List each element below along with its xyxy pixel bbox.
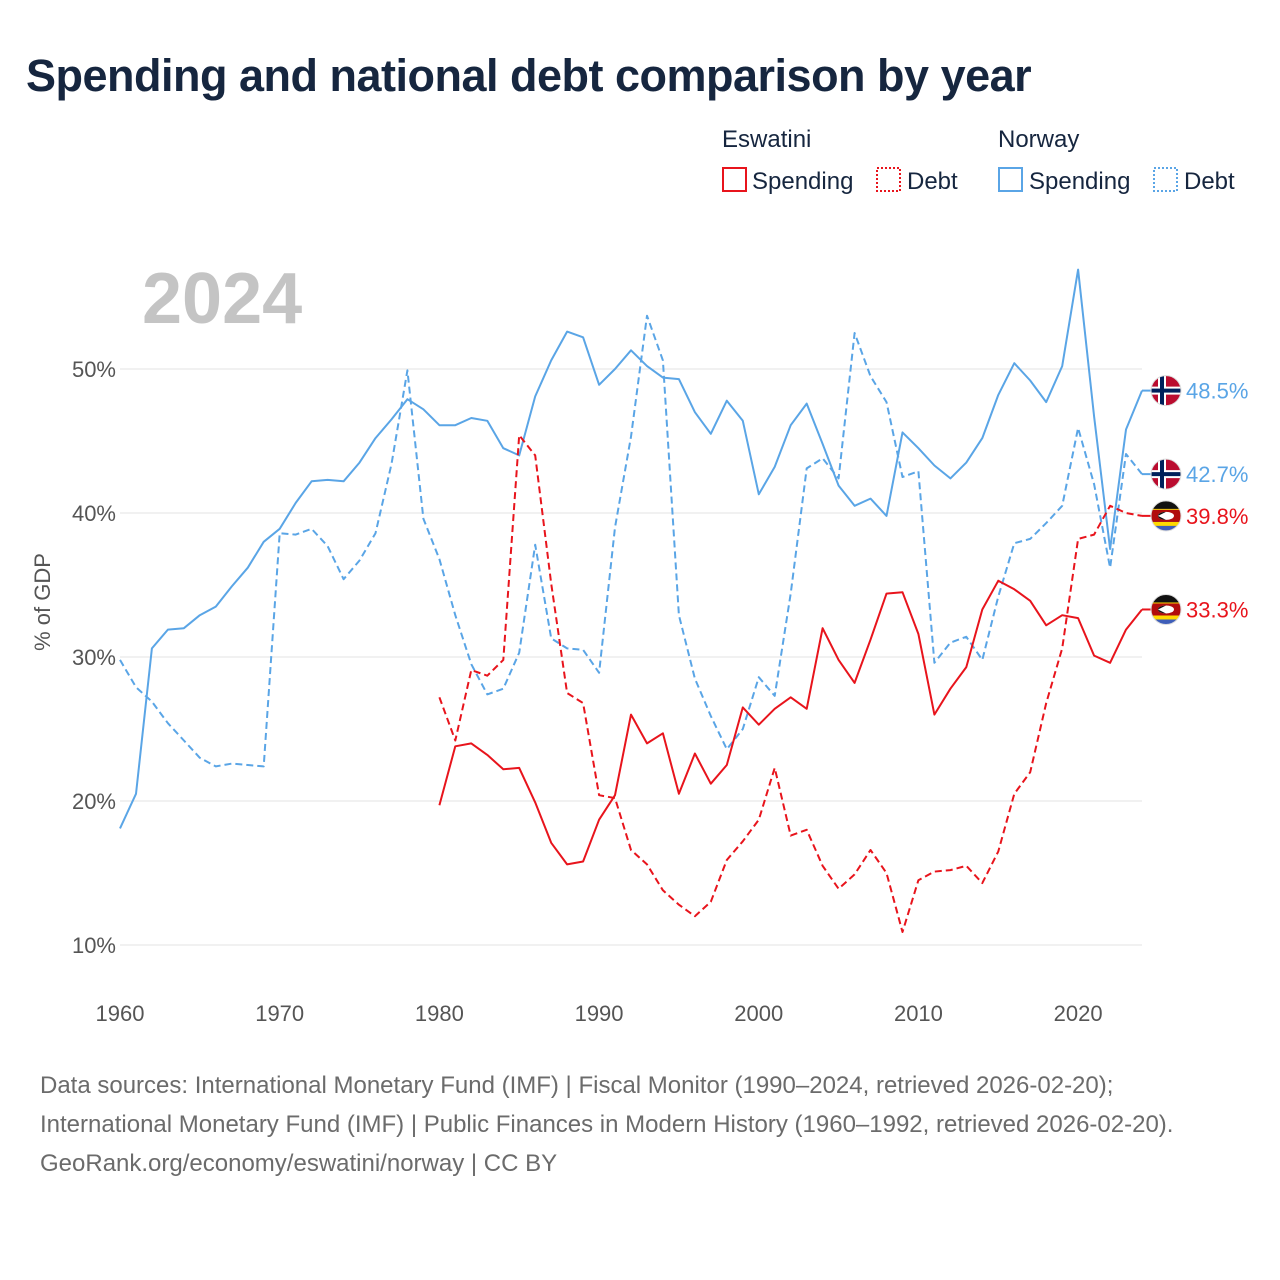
footer: Data sources: International Monetary Fun… — [40, 1066, 1240, 1183]
x-tick-label: 1970 — [255, 1001, 304, 1026]
gridlines — [120, 368, 1142, 946]
year-label: 2024 — [142, 259, 302, 339]
x-axis-ticks: 1960 1970 1980 1990 2000 2010 2020 — [96, 1001, 1103, 1026]
data-sources: Data sources: International Monetary Fun… — [40, 1072, 1174, 1138]
norway-flag-icon — [1151, 375, 1181, 406]
y-tick-label: 40% — [72, 501, 116, 526]
norway-flag-icon — [1151, 459, 1181, 490]
end-marker-eswatini-debt: 39.8% — [1142, 500, 1248, 532]
end-markers: 48.5% 42.7% 33.3% 39.8% — [1142, 375, 1248, 625]
legend-swatch-norway-debt[interactable] — [1153, 167, 1178, 192]
chart-title: Spending and national debt comparison by… — [26, 50, 1032, 101]
line-eswatini-spending[interactable] — [438, 579, 1143, 866]
legend-label-eswatini-debt[interactable]: Debt — [907, 168, 958, 195]
end-marker-norway-debt: 42.7% — [1142, 458, 1248, 490]
eswatini-flag-icon — [1151, 594, 1181, 625]
credit-line[interactable]: GeoRank.org/economy/eswatini/norway | CC… — [40, 1150, 558, 1177]
chart: Eswatini Spending Debt Norway Spending D… — [30, 126, 1248, 1026]
y-tick-label: 10% — [72, 933, 116, 958]
x-tick-label: 1990 — [575, 1001, 624, 1026]
legend-swatch-norway-spending[interactable] — [998, 167, 1023, 192]
eswatini-flag-icon — [1151, 500, 1181, 531]
x-tick-label: 1980 — [415, 1001, 464, 1026]
end-value-label: 48.5% — [1186, 379, 1248, 404]
legend-group-eswatini: Eswatini — [722, 126, 811, 153]
legend-swatch-eswatini-debt[interactable] — [876, 167, 901, 192]
end-value-label: 39.8% — [1186, 504, 1248, 529]
end-marker-norway-spending: 48.5% — [1142, 375, 1248, 407]
legend-swatch-eswatini-spending[interactable] — [722, 167, 747, 192]
y-axis-title: % of GDP — [30, 553, 55, 651]
line-norway-spending[interactable] — [119, 268, 1143, 829]
legend: Eswatini Spending Debt Norway Spending D… — [722, 126, 1235, 195]
x-tick-label: 2010 — [894, 1001, 943, 1026]
y-axis-ticks: 10% 20% 30% 40% 50% — [72, 357, 116, 958]
line-eswatini-debt[interactable] — [438, 434, 1143, 933]
y-tick-label: 50% — [72, 357, 116, 382]
y-tick-label: 20% — [72, 789, 116, 814]
x-tick-label: 1960 — [96, 1001, 145, 1026]
legend-label-norway-debt[interactable]: Debt — [1184, 168, 1235, 195]
legend-label-norway-spending[interactable]: Spending — [1029, 168, 1130, 195]
series-lines — [119, 268, 1143, 933]
legend-label-eswatini-spending[interactable]: Spending — [752, 168, 853, 195]
line-norway-debt[interactable] — [119, 314, 1143, 768]
y-tick-label: 30% — [72, 645, 116, 670]
end-value-label: 42.7% — [1186, 462, 1248, 487]
end-value-label: 33.3% — [1186, 597, 1248, 622]
x-tick-label: 2000 — [734, 1001, 783, 1026]
end-marker-eswatini-spending: 33.3% — [1142, 593, 1248, 625]
legend-group-norway: Norway — [998, 126, 1079, 153]
x-tick-label: 2020 — [1054, 1001, 1103, 1026]
